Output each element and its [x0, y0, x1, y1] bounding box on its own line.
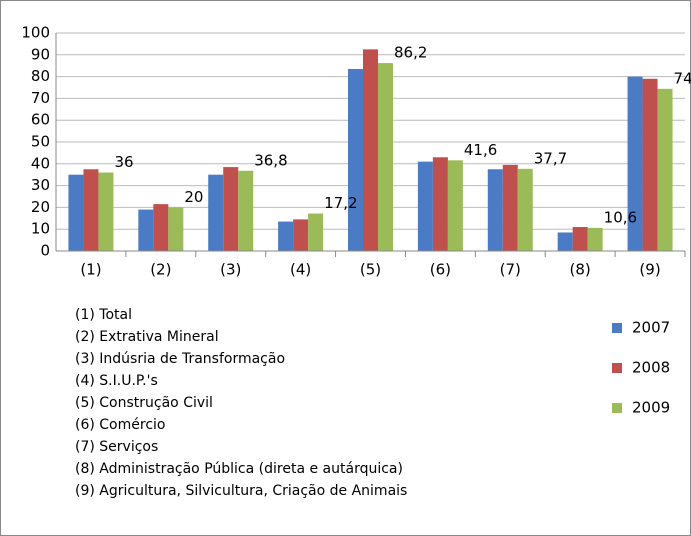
bar [657, 88, 673, 251]
bar [83, 169, 99, 251]
data-label: 20 [184, 188, 203, 206]
x-tick-label: (2) [150, 261, 171, 279]
bar [223, 167, 239, 251]
note: (3) Indúsria de Transformação [75, 351, 285, 367]
y-tick-label: 90 [31, 45, 50, 63]
note: (4) S.I.U.P.'s [75, 373, 158, 389]
bar [308, 213, 324, 251]
bar [293, 219, 309, 251]
x-tick-label: (7) [500, 261, 521, 279]
data-label: 86,2 [394, 44, 427, 62]
bar [153, 204, 169, 251]
note: (2) Extrativa Mineral [75, 329, 219, 345]
y-tick-label: 60 [31, 111, 50, 129]
data-label: 36 [114, 153, 133, 171]
legend-label: 2008 [632, 359, 670, 377]
bar [138, 209, 154, 251]
data-label: 37,7 [534, 149, 567, 167]
bar [417, 161, 433, 251]
legend-swatch [612, 403, 622, 413]
bar [557, 232, 573, 251]
x-tick-label: (3) [220, 261, 241, 279]
bar [378, 63, 393, 251]
note: (7) Serviços [75, 439, 158, 455]
y-tick-label: 10 [31, 220, 50, 238]
note: (6) Comércio [75, 417, 165, 433]
data-label: 41,6 [464, 141, 497, 159]
bar [447, 160, 463, 251]
data-label: 17,2 [324, 194, 357, 212]
bar [68, 174, 84, 251]
data-label: 10,6 [604, 208, 637, 226]
y-tick-label: 40 [31, 154, 50, 172]
y-tick-label: 80 [31, 67, 50, 85]
bar [363, 49, 378, 251]
y-tick-label: 70 [31, 89, 50, 107]
x-tick-label: (8) [570, 261, 591, 279]
x-tick-label: (6) [430, 261, 451, 279]
bar [627, 76, 643, 251]
y-tick-label: 30 [31, 176, 50, 194]
bar [168, 207, 184, 251]
y-tick-label: 0 [40, 242, 50, 260]
y-tick-label: 100 [21, 24, 50, 42]
bar [642, 78, 658, 251]
bar [98, 172, 114, 251]
bar [502, 164, 518, 251]
bar [278, 221, 294, 251]
bar [208, 174, 224, 251]
bar [348, 68, 363, 251]
legend-label: 2009 [632, 399, 670, 417]
x-tick-label: (4) [290, 261, 311, 279]
legend-label: 2007 [632, 319, 670, 337]
data-label: 36,8 [254, 151, 287, 169]
bar [517, 168, 533, 251]
x-tick-label: (5) [360, 261, 381, 279]
legend-swatch [612, 363, 622, 373]
note: (1) Total [75, 307, 132, 323]
bar [487, 169, 503, 251]
y-tick-label: 20 [31, 198, 50, 216]
bar [587, 227, 603, 251]
y-tick-label: 50 [31, 133, 50, 151]
bar [572, 227, 588, 251]
data-label: 74,4 [674, 69, 691, 87]
note: (9) Agricultura, Silvicultura, Criação d… [75, 483, 407, 499]
x-tick-label: (9) [639, 261, 660, 279]
note: (5) Construção Civil [75, 395, 213, 411]
bar [432, 157, 448, 251]
x-tick-label: (1) [80, 261, 101, 279]
note: (8) Administração Pública (direta e autá… [75, 461, 403, 477]
bar [238, 170, 254, 251]
legend-swatch [612, 323, 622, 333]
